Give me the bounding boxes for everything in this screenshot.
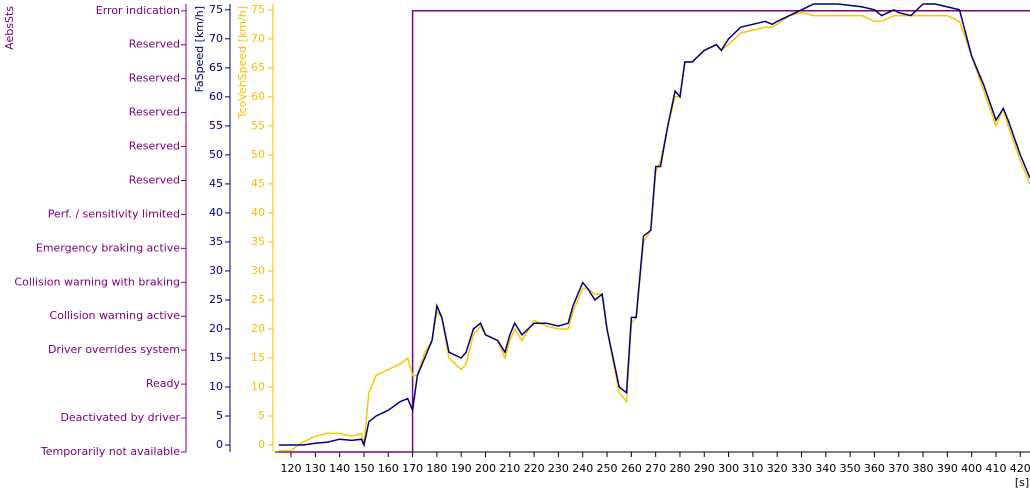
y-tick-label: 0 bbox=[216, 438, 223, 451]
y-tick-label: 60 bbox=[251, 90, 265, 103]
y-tick-label: 15 bbox=[209, 351, 223, 364]
y-tick-label: 45 bbox=[209, 177, 223, 190]
x-tick-label: 310 bbox=[742, 462, 763, 475]
y-axis-title: AebsSts bbox=[3, 6, 16, 50]
y-tick-label: 10 bbox=[209, 380, 223, 393]
x-tick-label: 360 bbox=[864, 462, 885, 475]
y-tick-label: Reserved bbox=[129, 106, 180, 119]
y-tick-label: 25 bbox=[251, 293, 265, 306]
y-tick-label: 60 bbox=[209, 90, 223, 103]
y-tick-label: 70 bbox=[251, 32, 265, 45]
x-tick-label: 200 bbox=[475, 462, 496, 475]
y-axis-title: TcoVehSpeed [km/h] bbox=[236, 6, 249, 119]
y-tick-label: 35 bbox=[251, 235, 265, 248]
y-tick-label: 75 bbox=[209, 3, 223, 16]
y-tick-label: 35 bbox=[209, 235, 223, 248]
y-tick-label: Error indication bbox=[96, 4, 180, 17]
y-tick-label: 15 bbox=[251, 351, 265, 364]
y-tick-label: 75 bbox=[251, 3, 265, 16]
y-tick-label: 30 bbox=[209, 264, 223, 277]
x-tick-label: 350 bbox=[840, 462, 861, 475]
x-tick-label: 220 bbox=[524, 462, 545, 475]
x-tick-label: 400 bbox=[961, 462, 982, 475]
y-tick-label: 55 bbox=[251, 119, 265, 132]
y-tick-label: 30 bbox=[251, 264, 265, 277]
y-tick-label: Reserved bbox=[129, 38, 180, 51]
series-line bbox=[278, 10, 1030, 453]
x-tick-label: 270 bbox=[645, 462, 666, 475]
x-tick-label: 250 bbox=[597, 462, 618, 475]
y-tick-label: 20 bbox=[251, 322, 265, 335]
y-tick-label: Temporarily not available bbox=[40, 445, 180, 458]
y-axis-title: FaSpeed [km/h] bbox=[193, 6, 206, 92]
y-tick-label: Perf. / sensitivity limited bbox=[48, 207, 180, 220]
x-tick-label: 390 bbox=[937, 462, 958, 475]
x-tick-label: 230 bbox=[548, 462, 569, 475]
y-tick-label: 5 bbox=[258, 409, 265, 422]
y-tick-label: 70 bbox=[209, 32, 223, 45]
x-tick-label: 420 bbox=[1010, 462, 1030, 475]
x-tick-label: 340 bbox=[815, 462, 836, 475]
y-tick-label: 20 bbox=[209, 322, 223, 335]
y-tick-label: 0 bbox=[258, 438, 265, 451]
x-tick-label: 190 bbox=[451, 462, 472, 475]
y-tick-label: Reserved bbox=[129, 72, 180, 85]
y-tick-label: 65 bbox=[209, 61, 223, 74]
x-tick-label: 410 bbox=[985, 462, 1006, 475]
x-tick-label: 380 bbox=[913, 462, 934, 475]
y-tick-label: Ready bbox=[146, 377, 181, 390]
x-tick-label: 210 bbox=[499, 462, 520, 475]
x-tick-label: 320 bbox=[767, 462, 788, 475]
series-line bbox=[278, 3, 1030, 448]
y-tick-label: 65 bbox=[251, 61, 265, 74]
y-tick-label: 5 bbox=[216, 409, 223, 422]
x-tick-label: 140 bbox=[329, 462, 350, 475]
x-tick-label: 120 bbox=[281, 462, 302, 475]
y-tick-label: 50 bbox=[209, 148, 223, 161]
y-tick-label: Collision warning with braking bbox=[14, 275, 180, 288]
y-tick-label: 55 bbox=[209, 119, 223, 132]
x-tick-label: 150 bbox=[353, 462, 374, 475]
y-tick-label: 45 bbox=[251, 177, 265, 190]
y-tick-label: Reserved bbox=[129, 140, 180, 153]
x-tick-label: 280 bbox=[669, 462, 690, 475]
y-tick-label: 50 bbox=[251, 148, 265, 161]
x-axis-title: [s] bbox=[1015, 476, 1029, 489]
y-tick-label: 40 bbox=[209, 206, 223, 219]
series-line bbox=[278, 11, 1030, 452]
x-tick-label: 370 bbox=[888, 462, 909, 475]
y-tick-label: Reserved bbox=[129, 173, 180, 186]
x-tick-label: 130 bbox=[305, 462, 326, 475]
x-tick-label: 240 bbox=[572, 462, 593, 475]
x-tick-label: 180 bbox=[426, 462, 447, 475]
y-tick-label: 10 bbox=[251, 380, 265, 393]
x-tick-label: 170 bbox=[402, 462, 423, 475]
y-tick-label: Deactivated by driver bbox=[60, 411, 180, 424]
y-tick-label: 40 bbox=[251, 206, 265, 219]
x-tick-label: 330 bbox=[791, 462, 812, 475]
y-tick-label: Driver overrides system bbox=[48, 343, 180, 356]
x-tick-label: 300 bbox=[718, 462, 739, 475]
y-tick-label: Collision warning active bbox=[49, 309, 180, 322]
x-tick-label: 160 bbox=[378, 462, 399, 475]
y-tick-label: Emergency braking active bbox=[36, 241, 180, 254]
y-tick-label: 25 bbox=[209, 293, 223, 306]
x-tick-label: 260 bbox=[621, 462, 642, 475]
x-tick-label: 290 bbox=[694, 462, 715, 475]
